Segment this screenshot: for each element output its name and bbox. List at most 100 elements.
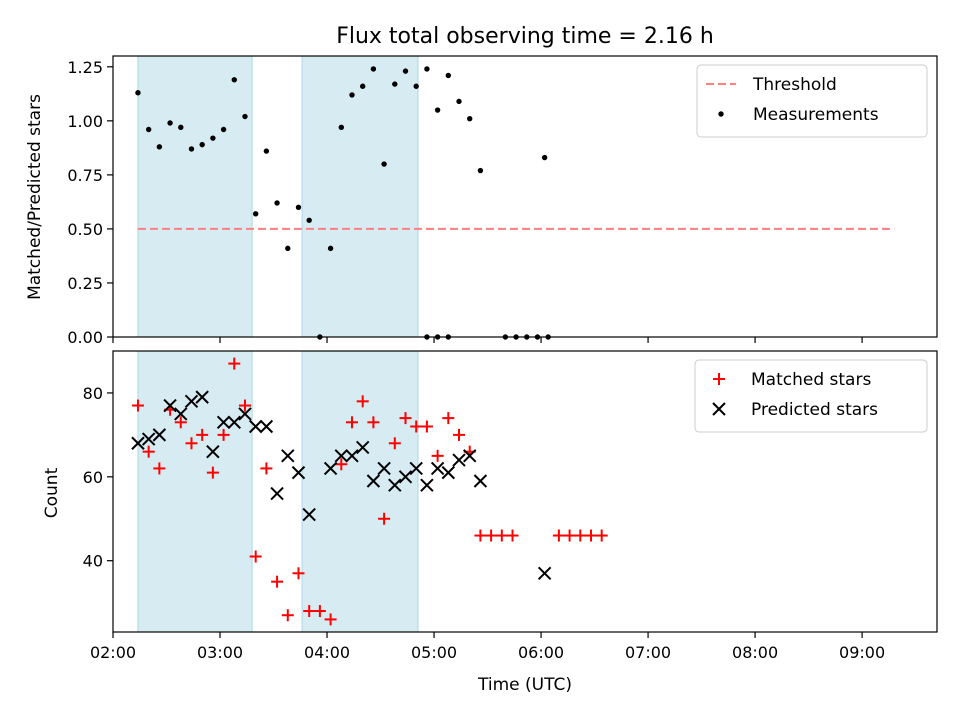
legend-label: Predicted stars [751,400,878,420]
matched-star-marker [595,529,608,542]
predicted-star-marker [366,474,381,488]
matched-star-marker [142,445,155,458]
legend-x-swatch [712,402,726,416]
matched-star-marker [196,428,209,441]
matched-star-marker [238,399,251,412]
measurement-point [167,120,173,126]
y-tick-label: 0.75 [67,166,103,185]
matched-star-marker [174,416,187,429]
predicted-star-stroke [452,453,466,467]
measurement-point [156,144,163,150]
matched-star-marker [260,462,273,475]
matched-star-marker [324,613,337,626]
predicted-star-stroke [227,415,241,430]
chart-title: Flux total observing time = 2.16 h [336,24,714,49]
measurement-point [135,90,141,96]
measurement-point [274,200,280,206]
predicted-star-marker [420,478,434,492]
matched-star-marker [388,437,401,450]
measurement-point [349,92,355,98]
predicted-star-stroke [259,419,274,434]
predicted-star-stroke [441,465,456,480]
matched-star-marker [552,529,565,542]
matched-star-marker [453,428,466,441]
y-tick-label: 0.00 [67,328,103,347]
matched-star-marker [206,466,219,479]
measurement-point [370,66,377,72]
shaded-interval [137,55,253,338]
legend: Threshold Measurements [696,64,928,138]
measurement-point [220,126,227,133]
predicted-star-marker [398,470,413,484]
predicted-star-stroke [152,428,167,442]
matched-star-marker [399,412,412,425]
predicted-star-marker [216,415,231,430]
predicted-star-stroke [463,449,477,463]
y-tick-label: 0.25 [67,274,103,293]
shaded-interval [301,350,419,633]
predicted-star-stroke [388,478,402,492]
predicted-star-stroke [409,461,423,476]
predicted-star-stroke [184,394,199,409]
matched-star-marker [249,550,262,563]
measurement-point [338,124,344,131]
matched-star-marker [228,357,241,370]
y-tick-label: 60 [83,468,103,487]
predicted-star-marker [206,444,220,459]
bottom-xlabel: Time (UTC) [477,675,572,695]
measurement-point [402,68,409,74]
legend-box [696,64,928,138]
y-tick-label: 1.25 [67,58,103,77]
measurement-point [467,115,473,122]
predicted-star-marker [152,428,167,442]
top-ylabel: Matched/Predicted stars [25,94,45,300]
measurement-point [456,98,462,105]
predicted-star-marker [270,486,284,501]
predicted-star-stroke [355,440,370,455]
predicted-star-marker [473,474,488,488]
matched-star-marker [345,416,358,429]
matched-star-marker [292,567,305,580]
measurement-point [541,154,548,161]
predicted-star-marker [227,415,241,430]
matched-star-marker [495,529,508,542]
x-tick-label: 09:00 [839,643,885,662]
predicted-star-marker [388,478,402,492]
shaded-interval [137,350,253,633]
measurement-point [263,148,270,154]
measurement-point [145,126,152,133]
matched-star-marker [185,437,198,450]
matched-star-marker [485,529,498,542]
predicted-star-stroke [238,407,252,421]
matched-star-marker [313,605,326,618]
y-tick-label: 0.50 [67,220,103,239]
predicted-star-marker [131,436,145,450]
predicted-star-stroke [430,461,445,476]
predicted-star-marker [163,398,177,413]
measurement-point [434,107,441,113]
predicted-star-marker [334,449,349,463]
measurement-point [210,135,216,141]
matched-star-marker [367,416,380,429]
predicted-star-stroke [302,507,316,522]
predicted-star-stroke [345,449,359,463]
x-tick-label: 06:00 [518,643,564,662]
matched-star-marker [506,529,519,542]
x-tick-label: 08:00 [732,643,778,662]
x-tick-label: 07:00 [625,643,671,662]
predicted-star-stroke [195,390,209,404]
plot-frame [112,55,938,338]
measurement-point [359,83,366,89]
predicted-star-stroke [537,566,552,580]
predicted-star-marker [537,566,552,580]
matched-star-marker [410,420,423,433]
legend: Matched stars Predicted stars [694,359,928,433]
x-tick-label: 04:00 [304,643,350,662]
measurement-point [327,245,334,252]
measurement-point [381,161,387,167]
predicted-star-marker [184,394,199,409]
predicted-star-stroke [377,461,391,476]
measurement-point [252,211,259,217]
predicted-star-stroke [473,474,488,488]
top-panel: 0.00 0.25 0.50 0.75 1.00 1.25 Threshold Measure… [67,55,938,347]
